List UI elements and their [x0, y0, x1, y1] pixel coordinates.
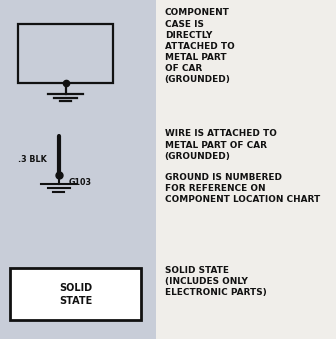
Text: SOLID
STATE: SOLID STATE [59, 283, 92, 306]
Text: WIRE IS ATTACHED TO
METAL PART OF CAR
(GROUNDED): WIRE IS ATTACHED TO METAL PART OF CAR (G… [165, 129, 277, 161]
FancyBboxPatch shape [156, 0, 336, 339]
Text: GROUND IS NUMBERED
FOR REFERENCE ON
COMPONENT LOCATION CHART: GROUND IS NUMBERED FOR REFERENCE ON COMP… [165, 173, 320, 204]
Text: .3 BLK: .3 BLK [18, 155, 47, 164]
FancyBboxPatch shape [10, 268, 141, 320]
Text: COMPONENT
CASE IS
DIRECTLY
ATTACHED TO
METAL PART
OF CAR
(GROUNDED): COMPONENT CASE IS DIRECTLY ATTACHED TO M… [165, 8, 235, 84]
Text: G103: G103 [69, 178, 92, 187]
Text: SOLID STATE
(INCLUDES ONLY
ELECTRONIC PARTS): SOLID STATE (INCLUDES ONLY ELECTRONIC PA… [165, 266, 266, 297]
